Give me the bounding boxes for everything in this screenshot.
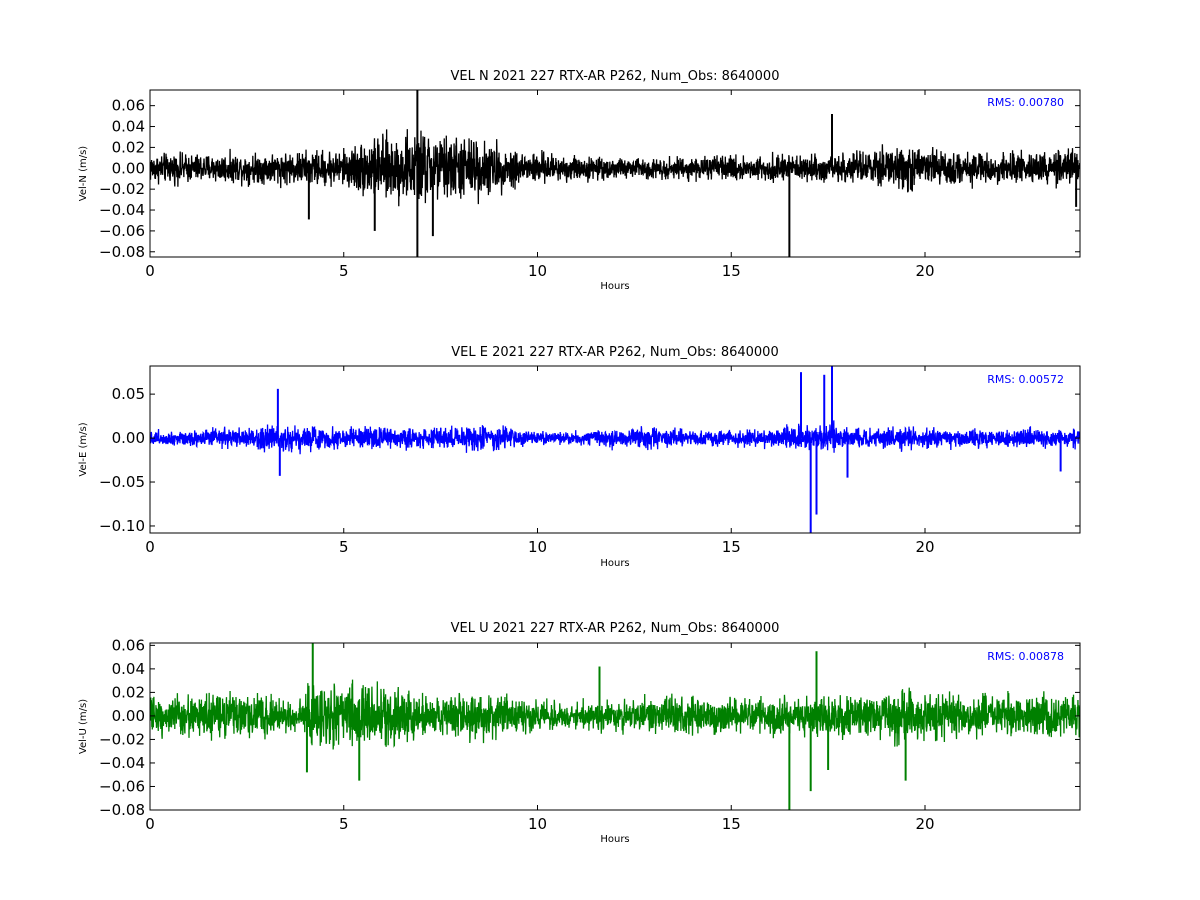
y-tick-label: −0.02 xyxy=(99,730,145,748)
x-tick-label: 0 xyxy=(145,538,155,556)
plot-frame xyxy=(149,642,1081,811)
y-tick-label: 0.00 xyxy=(112,707,145,725)
y-tick-label: −0.04 xyxy=(99,201,145,219)
x-tick-label: 15 xyxy=(722,538,741,556)
series-line xyxy=(150,129,1080,207)
y-tick-label: 0.02 xyxy=(112,138,145,156)
series-line xyxy=(150,420,1080,455)
y-axis-label: Vel-E (m/s) xyxy=(78,422,89,476)
y-tick-label: 0.00 xyxy=(112,159,145,177)
x-axis-label: Hours xyxy=(600,281,629,292)
x-tick-label: 20 xyxy=(915,262,934,280)
x-tick-label: 0 xyxy=(145,262,155,280)
rms-annotation: RMS: 0.00572 xyxy=(987,373,1064,386)
y-tick-label: −0.04 xyxy=(99,754,145,772)
plot-frame xyxy=(149,89,1081,258)
x-tick-label: 20 xyxy=(915,815,934,833)
x-tick-label: 10 xyxy=(528,262,547,280)
panel-vel-u: VEL U 2021 227 RTX-AR P262, Num_Obs: 864… xyxy=(78,621,1081,845)
y-tick-label: 0.06 xyxy=(112,97,145,115)
y-axis-label: Vel-N (m/s) xyxy=(78,146,89,201)
rms-annotation: RMS: 0.00780 xyxy=(987,96,1064,109)
rms-annotation: RMS: 0.00878 xyxy=(987,650,1064,663)
panel-title: VEL N 2021 227 RTX-AR P262, Num_Obs: 864… xyxy=(451,69,780,84)
y-tick-label: −0.05 xyxy=(99,473,145,491)
panel-title: VEL U 2021 227 RTX-AR P262, Num_Obs: 864… xyxy=(451,621,780,636)
x-tick-label: 10 xyxy=(528,538,547,556)
plot-frame xyxy=(149,365,1081,534)
y-tick-label: 0.05 xyxy=(112,385,145,403)
x-tick-label: 0 xyxy=(145,815,155,833)
panel-title: VEL E 2021 227 RTX-AR P262, Num_Obs: 864… xyxy=(451,345,778,360)
x-tick-label: 10 xyxy=(528,815,547,833)
x-tick-label: 20 xyxy=(915,538,934,556)
y-tick-label: −0.06 xyxy=(99,222,145,240)
y-axis-label: Vel-U (m/s) xyxy=(78,699,89,754)
y-tick-label: −0.08 xyxy=(99,801,145,819)
panel-vel-n: VEL N 2021 227 RTX-AR P262, Num_Obs: 864… xyxy=(78,69,1081,292)
y-tick-label: −0.02 xyxy=(99,180,145,198)
x-tick-label: 5 xyxy=(339,815,349,833)
x-axis-label: Hours xyxy=(600,558,629,569)
y-tick-label: 0.00 xyxy=(112,429,145,447)
y-tick-label: −0.08 xyxy=(99,243,145,261)
series-line xyxy=(150,679,1080,750)
y-tick-label: 0.04 xyxy=(112,660,145,678)
y-tick-label: 0.02 xyxy=(112,683,145,701)
y-tick-label: −0.06 xyxy=(99,777,145,795)
panel-vel-e: VEL E 2021 227 RTX-AR P262, Num_Obs: 864… xyxy=(78,345,1081,569)
x-axis-label: Hours xyxy=(600,834,629,845)
x-tick-label: 15 xyxy=(722,262,741,280)
x-tick-label: 5 xyxy=(339,262,349,280)
y-tick-label: 0.06 xyxy=(112,636,145,654)
x-tick-label: 15 xyxy=(722,815,741,833)
x-tick-label: 5 xyxy=(339,538,349,556)
y-tick-label: −0.10 xyxy=(99,517,145,535)
y-tick-label: 0.04 xyxy=(112,118,145,136)
